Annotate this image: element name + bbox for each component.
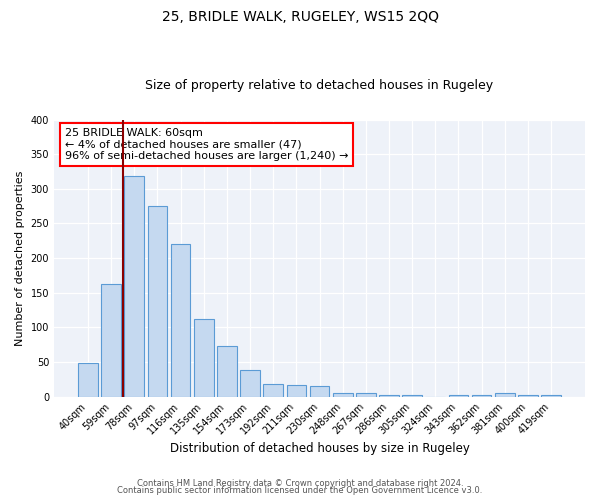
Bar [78,362,98,396]
Bar [356,393,376,396]
Bar [124,176,144,396]
X-axis label: Distribution of detached houses by size in Rugeley: Distribution of detached houses by size … [170,442,469,455]
Bar [148,206,167,396]
Text: Contains public sector information licensed under the Open Government Licence v3: Contains public sector information licen… [118,486,482,495]
Bar [495,393,515,396]
Bar [310,386,329,396]
Bar [333,393,353,396]
Text: 25 BRIDLE WALK: 60sqm
← 4% of detached houses are smaller (47)
96% of semi-detac: 25 BRIDLE WALK: 60sqm ← 4% of detached h… [65,128,348,161]
Bar [101,284,121,397]
Bar [171,244,190,396]
Text: Contains HM Land Registry data © Crown copyright and database right 2024.: Contains HM Land Registry data © Crown c… [137,478,463,488]
Bar [287,385,306,396]
Bar [240,370,260,396]
Title: Size of property relative to detached houses in Rugeley: Size of property relative to detached ho… [145,79,494,92]
Bar [263,384,283,396]
Y-axis label: Number of detached properties: Number of detached properties [15,170,25,346]
Bar [194,319,214,396]
Bar [217,346,237,397]
Text: 25, BRIDLE WALK, RUGELEY, WS15 2QQ: 25, BRIDLE WALK, RUGELEY, WS15 2QQ [161,10,439,24]
